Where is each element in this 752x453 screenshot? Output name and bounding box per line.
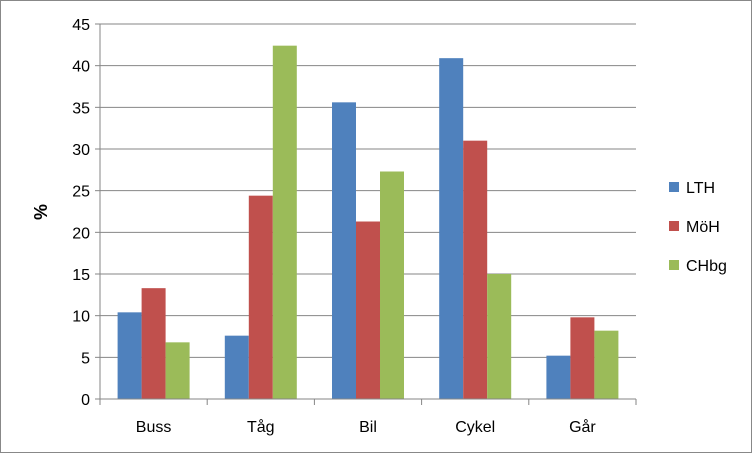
bar-möh-2 [356, 221, 380, 399]
bar-möh-3 [463, 140, 488, 399]
x-tick-labels: Buss Tåg Bil Cykel Går [136, 418, 597, 436]
legend-swatch-lth [669, 182, 679, 192]
legend-label-chbg: CHbg [686, 258, 727, 275]
bar-möh-0 [141, 288, 166, 399]
y-tick-label: 30 [72, 142, 90, 159]
bar-möh-4 [570, 317, 595, 399]
y-tick-labels: 0 5 10 15 20 25 30 35 40 45 [72, 17, 90, 409]
y-tick-label: 40 [72, 59, 90, 76]
y-tick-label: 15 [72, 267, 90, 284]
bar-chbg-1 [272, 45, 297, 400]
y-tick-label: 45 [72, 17, 90, 34]
y-axis-label: % [31, 204, 51, 220]
x-tick-label: Buss [136, 419, 172, 436]
x-tick-label: Bil [359, 419, 377, 436]
legend: LTH MöH CHbg [669, 180, 727, 275]
gridlines [100, 23, 636, 358]
x-tick-label: Tåg [247, 418, 275, 436]
bar-chbg-0 [165, 342, 190, 399]
legend-swatch-chbg [669, 260, 679, 270]
x-tick-label: Cykel [455, 419, 495, 436]
bar-lth-4 [546, 355, 571, 399]
bar-lth-3 [439, 58, 464, 400]
x-tick-label: Går [569, 418, 596, 436]
y-tick-label: 0 [81, 392, 90, 409]
y-tick-label: 25 [72, 184, 90, 201]
bar-chbg-3 [487, 274, 512, 399]
y-tick-label: 20 [72, 225, 90, 242]
bar-lth-2 [332, 102, 356, 399]
legend-swatch-möh [669, 221, 679, 231]
legend-label-lth: LTH [686, 180, 715, 197]
y-tick-label: 5 [81, 350, 90, 367]
axes [95, 23, 637, 405]
y-tick-label: 10 [72, 309, 90, 326]
bar-lth-0 [117, 312, 142, 399]
bar-lth-1 [224, 335, 249, 399]
bar-chbg-2 [380, 171, 404, 399]
bar-möh-1 [248, 195, 273, 399]
legend-label-möh: MöH [686, 219, 720, 236]
bars [117, 45, 619, 400]
bar-chbg-4 [594, 330, 619, 399]
y-tick-label: 35 [72, 100, 90, 117]
